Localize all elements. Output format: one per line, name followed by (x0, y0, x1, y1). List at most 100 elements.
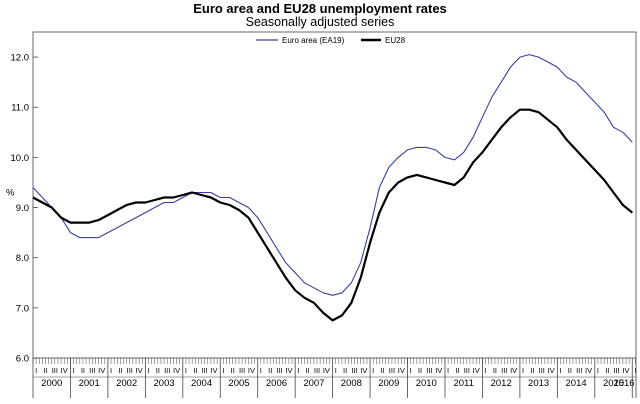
series-line-eu28 (32, 108, 633, 322)
x-quarter-label: III (351, 366, 357, 375)
x-quarter-label: II (156, 366, 160, 375)
x-quarter-label: IV (473, 366, 480, 375)
x-quarter-label: I (522, 366, 524, 375)
series-line-euro-area (32, 54, 633, 296)
x-year-label: 2000 (41, 378, 62, 389)
x-quarter-label: I (73, 366, 75, 375)
x-quarter-label: II (605, 366, 609, 375)
x-quarter-label: IV (548, 366, 555, 375)
y-axis-unit-label: % (6, 187, 15, 198)
x-year-label: 2012 (491, 378, 512, 389)
legend-label-eu28: EU28 (385, 36, 406, 45)
x-quarter-label: IV (398, 366, 405, 375)
y-tick-label: 8.0 (16, 253, 29, 264)
x-quarter-label: II (43, 366, 47, 375)
x-year-label: 2007 (303, 378, 324, 389)
y-tick-label: 10.0 (11, 153, 30, 164)
y-tick-label: 11.0 (11, 103, 29, 114)
x-quarter-label: II (493, 366, 497, 375)
chart-title: Euro area and EU28 unemployment rates (193, 1, 447, 16)
x-quarter-label: III (127, 366, 133, 375)
x-year-label: 2011 (453, 378, 473, 389)
x-quarter-label: IV (360, 366, 367, 375)
x-year-label: 2004 (191, 378, 212, 389)
x-quarter-label: IV (435, 366, 442, 375)
x-quarter-label: I (297, 366, 299, 375)
x-quarter-label: I (447, 366, 449, 375)
x-quarter-label: IV (510, 366, 517, 375)
x-quarter-label: II (306, 366, 310, 375)
x-quarter-label: IV (136, 366, 143, 375)
x-quarter-label: I (372, 366, 374, 375)
x-year-label: 2014 (566, 378, 587, 389)
x-quarter-label: IV (98, 366, 105, 375)
x-quarter-label: I (185, 366, 187, 375)
x-quarter-label: I (597, 366, 599, 375)
x-year-label: 2015 (603, 378, 624, 389)
x-quarter-label: II (193, 366, 197, 375)
y-tick-label: 9.0 (16, 203, 29, 214)
x-quarter-label: II (455, 366, 459, 375)
x-quarter-label: III (426, 366, 432, 375)
x-quarter-label: III (239, 366, 245, 375)
x-quarter-label: I (260, 366, 262, 375)
x-quarter-label: II (231, 366, 235, 375)
x-year-label: 2009 (378, 378, 399, 389)
x-quarter-label: IV (622, 366, 629, 375)
x-year-label: 2005 (228, 378, 249, 389)
x-quarter-label: II (81, 366, 85, 375)
x-quarter-label: II (418, 366, 422, 375)
y-axis: 6.0 7.0 8.0 9.0 10.0 11.0 12.0% (6, 53, 38, 365)
x-quarter-label: IV (323, 366, 330, 375)
y-tick-label: 6.0 (16, 354, 29, 365)
x-quarter-label: III (576, 366, 582, 375)
x-quarter-label: I (35, 366, 37, 375)
x-quarter-label: III (389, 366, 395, 375)
x-quarter-label: IV (173, 366, 180, 375)
x-year-label: 2008 (341, 378, 362, 389)
x-year-label: 2003 (154, 378, 175, 389)
x-quarter-label: II (380, 366, 384, 375)
chart-subtitle: Seasonally adjusted series (245, 15, 395, 29)
x-year-label: 2006 (266, 378, 287, 389)
plot-frame (32, 31, 637, 359)
x-year-label: 2002 (116, 378, 137, 389)
y-tick-label: 7.0 (16, 303, 29, 314)
x-quarter-label: IV (285, 366, 292, 375)
x-quarter-label: I (634, 366, 636, 375)
y-tick-label: 12.0 (11, 53, 30, 64)
x-quarter-label: III (89, 366, 95, 375)
x-quarter-label: II (343, 366, 347, 375)
x-quarter-label: III (614, 366, 620, 375)
x-quarter-label: I (222, 366, 224, 375)
x-quarter-label: II (268, 366, 272, 375)
x-quarter-label: III (464, 366, 470, 375)
x-quarter-label: I (110, 366, 112, 375)
x-quarter-label: II (568, 366, 572, 375)
x-quarter-label: III (276, 366, 282, 375)
x-quarter-label: III (501, 366, 507, 375)
x-quarter-label: I (335, 366, 337, 375)
legend-label-euro-area: Euro area (EA19) (282, 36, 345, 45)
x-quarter-label: IV (210, 366, 217, 375)
x-quarter-label: I (559, 366, 561, 375)
x-quarter-label: IV (61, 366, 68, 375)
x-quarter-label: III (52, 366, 58, 375)
x-quarter-label: III (314, 366, 320, 375)
x-year-label: 2001 (79, 378, 100, 389)
x-year-label: 2010 (416, 378, 437, 389)
x-quarter-label: III (539, 366, 545, 375)
x-quarter-label: III (164, 366, 170, 375)
plot-border (32, 31, 637, 359)
x-quarter-label: I (147, 366, 149, 375)
x-quarter-label: I (410, 366, 412, 375)
x-year-label: 2013 (528, 378, 549, 389)
x-quarter-label: II (530, 366, 534, 375)
x-quarter-label: IV (585, 366, 592, 375)
legend: Euro area (EA19) EU28 (256, 36, 406, 45)
x-quarter-label: IV (248, 366, 255, 375)
x-quarter-label: II (118, 366, 122, 375)
x-quarter-label: III (202, 366, 208, 375)
